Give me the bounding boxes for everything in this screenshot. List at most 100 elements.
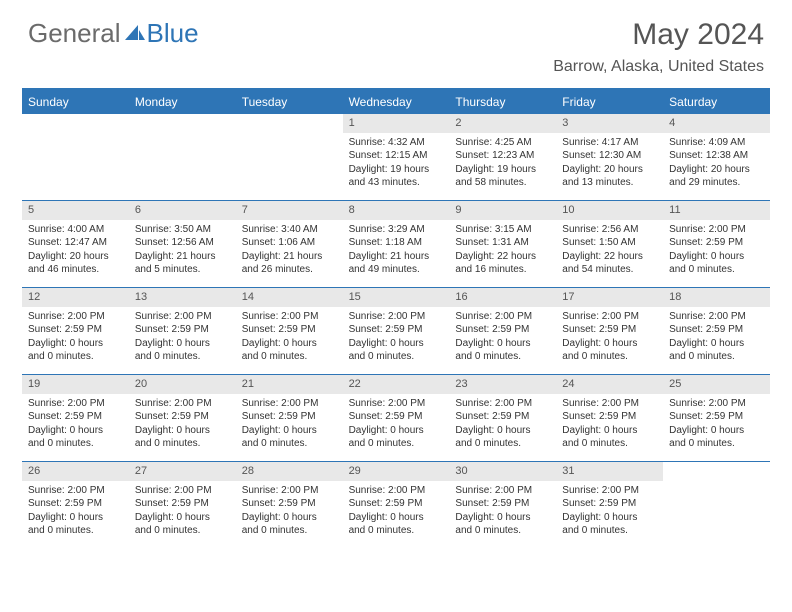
logo-word2: Blue [147, 18, 199, 49]
sunrise-text: Sunrise: 3:40 AM [236, 223, 343, 237]
day-number: 10 [556, 201, 663, 220]
sunset-text: Sunset: 2:59 PM [236, 410, 343, 424]
daylight1-text: Daylight: 0 hours [556, 337, 663, 351]
daylight2-text: and 16 minutes. [449, 263, 556, 277]
daylight1-text: Daylight: 21 hours [343, 250, 450, 264]
day-cell: 1Sunrise: 4:32 AMSunset: 12:15 AMDayligh… [343, 114, 450, 200]
day-cell: 25Sunrise: 2:00 PMSunset: 2:59 PMDayligh… [663, 375, 770, 461]
week-row: 26Sunrise: 2:00 PMSunset: 2:59 PMDayligh… [22, 461, 770, 548]
day-number: 22 [343, 375, 450, 394]
sunset-text: Sunset: 1:50 AM [556, 236, 663, 250]
day-number: 25 [663, 375, 770, 394]
daylight2-text: and 0 minutes. [129, 524, 236, 538]
daylight2-text: and 0 minutes. [343, 350, 450, 364]
day-cell: 18Sunrise: 2:00 PMSunset: 2:59 PMDayligh… [663, 288, 770, 374]
day-cell: 22Sunrise: 2:00 PMSunset: 2:59 PMDayligh… [343, 375, 450, 461]
sunset-text: Sunset: 12:30 AM [556, 149, 663, 163]
daylight2-text: and 0 minutes. [663, 350, 770, 364]
sunrise-text: Sunrise: 3:29 AM [343, 223, 450, 237]
logo: General Blue [28, 18, 199, 49]
sunrise-text: Sunrise: 2:56 AM [556, 223, 663, 237]
daylight2-text: and 58 minutes. [449, 176, 556, 190]
day-cell: 4Sunrise: 4:09 AMSunset: 12:38 AMDayligh… [663, 114, 770, 200]
day-cell: 26Sunrise: 2:00 PMSunset: 2:59 PMDayligh… [22, 462, 129, 548]
daylight2-text: and 0 minutes. [556, 350, 663, 364]
daylight2-text: and 0 minutes. [449, 350, 556, 364]
day-number: 12 [22, 288, 129, 307]
sunrise-text: Sunrise: 4:17 AM [556, 136, 663, 150]
sunset-text: Sunset: 2:59 PM [343, 497, 450, 511]
day-number: 6 [129, 201, 236, 220]
weekday-label: Thursday [449, 90, 556, 114]
day-number: 11 [663, 201, 770, 220]
day-cell: 30Sunrise: 2:00 PMSunset: 2:59 PMDayligh… [449, 462, 556, 548]
sunset-text: Sunset: 2:59 PM [663, 236, 770, 250]
day-number: 8 [343, 201, 450, 220]
sunrise-text: Sunrise: 2:00 PM [129, 310, 236, 324]
sunset-text: Sunset: 2:59 PM [22, 497, 129, 511]
calendar: SundayMondayTuesdayWednesdayThursdayFrid… [22, 88, 770, 548]
day-cell: 23Sunrise: 2:00 PMSunset: 2:59 PMDayligh… [449, 375, 556, 461]
sunset-text: Sunset: 12:38 AM [663, 149, 770, 163]
daylight1-text: Daylight: 21 hours [129, 250, 236, 264]
daylight1-text: Daylight: 0 hours [449, 337, 556, 351]
daylight1-text: Daylight: 0 hours [22, 337, 129, 351]
sunset-text: Sunset: 2:59 PM [556, 497, 663, 511]
sunrise-text: Sunrise: 4:00 AM [22, 223, 129, 237]
day-cell: 21Sunrise: 2:00 PMSunset: 2:59 PMDayligh… [236, 375, 343, 461]
sunrise-text: Sunrise: 3:15 AM [449, 223, 556, 237]
sunrise-text: Sunrise: 2:00 PM [129, 397, 236, 411]
sunset-text: Sunset: 12:47 AM [22, 236, 129, 250]
day-cell: 7Sunrise: 3:40 AMSunset: 1:06 AMDaylight… [236, 201, 343, 287]
sunset-text: Sunset: 2:59 PM [663, 323, 770, 337]
day-cell: 28Sunrise: 2:00 PMSunset: 2:59 PMDayligh… [236, 462, 343, 548]
week-row: 12Sunrise: 2:00 PMSunset: 2:59 PMDayligh… [22, 287, 770, 374]
logo-sail-icon [124, 24, 146, 42]
sunset-text: Sunset: 2:59 PM [236, 497, 343, 511]
daylight1-text: Daylight: 0 hours [236, 511, 343, 525]
daylight2-text: and 0 minutes. [129, 350, 236, 364]
daylight2-text: and 0 minutes. [556, 437, 663, 451]
weekday-header: SundayMondayTuesdayWednesdayThursdayFrid… [22, 90, 770, 114]
weekday-label: Tuesday [236, 90, 343, 114]
month-title: May 2024 [553, 18, 764, 52]
day-cell: 16Sunrise: 2:00 PMSunset: 2:59 PMDayligh… [449, 288, 556, 374]
sunrise-text: Sunrise: 4:32 AM [343, 136, 450, 150]
daylight1-text: Daylight: 21 hours [236, 250, 343, 264]
header: General Blue May 2024 Barrow, Alaska, Un… [0, 0, 792, 80]
daylight1-text: Daylight: 0 hours [22, 424, 129, 438]
day-cell: 9Sunrise: 3:15 AMSunset: 1:31 AMDaylight… [449, 201, 556, 287]
sunrise-text: Sunrise: 2:00 PM [449, 484, 556, 498]
sunrise-text: Sunrise: 2:00 PM [22, 397, 129, 411]
daylight1-text: Daylight: 0 hours [449, 511, 556, 525]
sunset-text: Sunset: 2:59 PM [556, 410, 663, 424]
daylight1-text: Daylight: 0 hours [556, 511, 663, 525]
day-cell: 17Sunrise: 2:00 PMSunset: 2:59 PMDayligh… [556, 288, 663, 374]
day-number: 27 [129, 462, 236, 481]
day-number: 5 [22, 201, 129, 220]
sunrise-text: Sunrise: 2:00 PM [22, 310, 129, 324]
daylight2-text: and 26 minutes. [236, 263, 343, 277]
weekday-label: Wednesday [343, 90, 450, 114]
sunset-text: Sunset: 2:59 PM [343, 323, 450, 337]
week-row: 5Sunrise: 4:00 AMSunset: 12:47 AMDayligh… [22, 200, 770, 287]
sunset-text: Sunset: 1:31 AM [449, 236, 556, 250]
day-cell: 15Sunrise: 2:00 PMSunset: 2:59 PMDayligh… [343, 288, 450, 374]
sunset-text: Sunset: 12:23 AM [449, 149, 556, 163]
daylight2-text: and 46 minutes. [22, 263, 129, 277]
daylight1-text: Daylight: 0 hours [663, 250, 770, 264]
day-cell: 13Sunrise: 2:00 PMSunset: 2:59 PMDayligh… [129, 288, 236, 374]
day-number: 2 [449, 114, 556, 133]
sunset-text: Sunset: 2:59 PM [663, 410, 770, 424]
daylight1-text: Daylight: 22 hours [449, 250, 556, 264]
daylight2-text: and 13 minutes. [556, 176, 663, 190]
sunrise-text: Sunrise: 2:00 PM [236, 310, 343, 324]
sunrise-text: Sunrise: 2:00 PM [663, 223, 770, 237]
daylight1-text: Daylight: 0 hours [663, 424, 770, 438]
day-number: 3 [556, 114, 663, 133]
day-number: 30 [449, 462, 556, 481]
day-cell: 6Sunrise: 3:50 AMSunset: 12:56 AMDayligh… [129, 201, 236, 287]
day-number: 21 [236, 375, 343, 394]
day-cell: 5Sunrise: 4:00 AMSunset: 12:47 AMDayligh… [22, 201, 129, 287]
day-number: 23 [449, 375, 556, 394]
